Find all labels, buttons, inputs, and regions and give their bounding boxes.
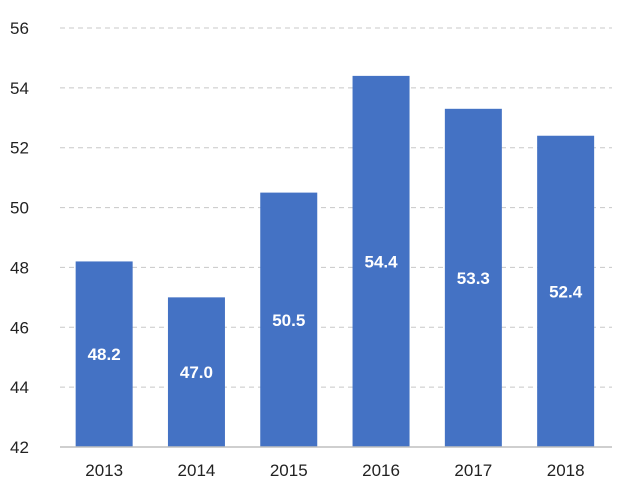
bar-2017 [444,108,502,448]
bar-2016 [352,75,410,447]
y-axis: 42 44 46 48 50 52 54 56 [10,19,29,457]
y-tick-label: 42 [10,438,29,457]
y-tick-label: 56 [10,19,29,38]
data-label-2014: 47.0 [180,363,213,382]
x-tick-label: 2014 [178,461,216,480]
x-tick-label: 2017 [454,461,492,480]
bar-2014 [167,297,225,447]
gridlines [60,27,612,388]
data-label-2016: 54.4 [365,252,399,271]
x-tick-label: 2015 [270,461,308,480]
y-tick-label: 46 [10,318,29,337]
x-tick-label: 2013 [85,461,123,480]
bar-2018 [537,135,595,447]
x-tick-label: 2018 [547,461,585,480]
bar-2013 [75,261,133,447]
y-tick-label: 48 [10,258,29,277]
data-label-2013: 48.2 [88,345,121,364]
data-label-2015: 50.5 [272,311,305,330]
bars [75,75,595,448]
y-tick-label: 44 [10,378,29,397]
x-axis: 2013 2014 2015 2016 2017 2018 [60,446,612,480]
data-label-2017: 53.3 [457,269,490,288]
data-labels: 48.2 47.0 50.5 54.4 53.3 52.4 [88,252,583,382]
bar-2015 [260,192,318,447]
data-label-2018: 52.4 [549,282,583,301]
y-tick-label: 54 [10,79,29,98]
y-tick-label: 50 [10,199,29,218]
y-tick-label: 52 [10,139,29,158]
x-tick-label: 2016 [362,461,400,480]
